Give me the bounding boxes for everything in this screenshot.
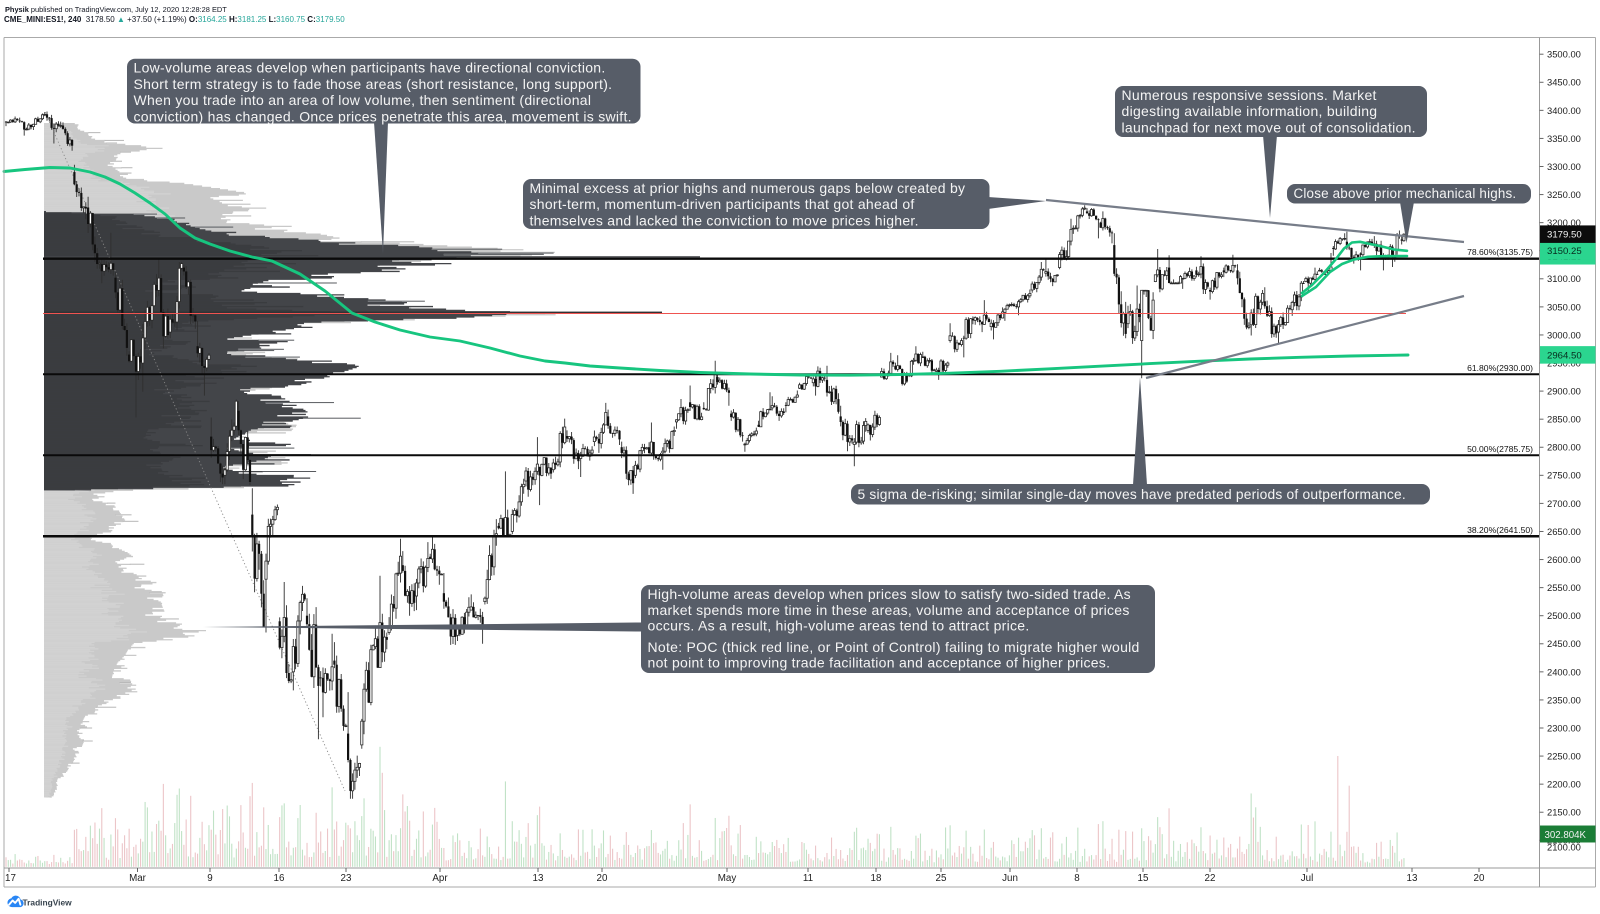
svg-text:Close above prior mechanical h: Close above prior mechanical highs. xyxy=(1294,186,1517,201)
svg-text:2700.00: 2700.00 xyxy=(1547,498,1581,509)
svg-text:3400.00: 3400.00 xyxy=(1547,105,1581,116)
svg-text:5 sigma de-risking; similar si: 5 sigma de-risking; similar single-day m… xyxy=(858,487,1406,502)
svg-text:3300.00: 3300.00 xyxy=(1547,161,1581,172)
svg-text:3450.00: 3450.00 xyxy=(1547,77,1581,88)
svg-text:2100.00: 2100.00 xyxy=(1547,841,1581,852)
svg-text:2300.00: 2300.00 xyxy=(1547,722,1581,733)
svg-text:2550.00: 2550.00 xyxy=(1547,582,1581,593)
svg-text:15: 15 xyxy=(1138,873,1149,884)
svg-text:Note: POC (thick red line, or: Note: POC (thick red line, or Point of C… xyxy=(648,639,1140,655)
svg-text:2400.00: 2400.00 xyxy=(1547,666,1581,677)
svg-text:Low-volume areas develop when: Low-volume areas develop when participan… xyxy=(134,60,606,76)
svg-text:3000.00: 3000.00 xyxy=(1547,329,1581,340)
svg-text:2200.00: 2200.00 xyxy=(1547,779,1581,790)
svg-text:launchpad for next move out of: launchpad for next move out of consolida… xyxy=(1122,119,1416,135)
svg-text:Apr: Apr xyxy=(432,873,448,884)
svg-text:8: 8 xyxy=(1074,873,1080,884)
svg-text:2450.00: 2450.00 xyxy=(1547,638,1581,649)
svg-text:13: 13 xyxy=(533,873,544,884)
svg-text:2964.50: 2964.50 xyxy=(1547,350,1582,361)
svg-text:Short term strategy is to fade: Short term strategy is to fade those are… xyxy=(134,76,613,92)
svg-text:16: 16 xyxy=(274,873,285,884)
svg-text:18: 18 xyxy=(871,873,882,884)
svg-text:2150.00: 2150.00 xyxy=(1547,807,1581,818)
svg-text:conviction) has changed. Once: conviction) has changed. Once prices pen… xyxy=(134,108,632,124)
svg-text:2850.00: 2850.00 xyxy=(1547,414,1581,425)
svg-text:digesting available informatio: digesting available information, buildin… xyxy=(1122,103,1378,119)
svg-text:When you trade into an area of: When you trade into an area of low volum… xyxy=(134,92,592,108)
svg-text:short-term, momentum-driven pa: short-term, momentum-driven participants… xyxy=(530,196,915,212)
svg-text:11: 11 xyxy=(803,873,813,884)
svg-text:9: 9 xyxy=(207,873,212,884)
svg-text:3250.00: 3250.00 xyxy=(1547,189,1581,200)
svg-text:61.80%(2930.00): 61.80%(2930.00) xyxy=(1467,363,1533,373)
svg-text:38.20%(2641.50): 38.20%(2641.50) xyxy=(1467,525,1533,535)
svg-text:302.804K: 302.804K xyxy=(1545,830,1587,841)
svg-text:2800.00: 2800.00 xyxy=(1547,442,1581,453)
svg-text:Minimal excess at prior highs: Minimal excess at prior highs and numero… xyxy=(530,180,966,196)
svg-text:2600.00: 2600.00 xyxy=(1547,554,1581,565)
svg-text:Jun: Jun xyxy=(1002,873,1018,884)
svg-text:2750.00: 2750.00 xyxy=(1547,470,1581,481)
svg-text:2900.00: 2900.00 xyxy=(1547,386,1581,397)
svg-text:May: May xyxy=(718,873,737,884)
svg-text:High-volume areas develop when: High-volume areas develop when prices sl… xyxy=(648,586,1131,602)
svg-text:3200.00: 3200.00 xyxy=(1547,217,1581,228)
svg-text:not point to improving trade f: not point to improving trade facilitatio… xyxy=(648,655,1111,671)
svg-text:3050.00: 3050.00 xyxy=(1547,301,1581,312)
svg-text:2350.00: 2350.00 xyxy=(1547,694,1581,705)
svg-text:3150.25: 3150.25 xyxy=(1547,246,1582,257)
svg-text:78.60%(3135.75): 78.60%(3135.75) xyxy=(1467,247,1533,257)
svg-text:Jul: Jul xyxy=(1301,873,1314,884)
svg-text:market spends more time in the: market spends more time in these areas, … xyxy=(648,602,1130,618)
svg-text:20: 20 xyxy=(597,873,608,884)
svg-text:occurs. As a result, high-volu: occurs. As a result, high-volume areas t… xyxy=(648,618,1030,634)
svg-text:2250.00: 2250.00 xyxy=(1547,750,1581,761)
svg-text:20: 20 xyxy=(1474,873,1485,884)
svg-text:13: 13 xyxy=(1407,873,1418,884)
svg-text:50.00%(2785.75): 50.00%(2785.75) xyxy=(1467,444,1533,454)
svg-text:3179.50: 3179.50 xyxy=(1547,230,1582,241)
svg-text:23: 23 xyxy=(341,873,352,884)
svg-text:TradingView: TradingView xyxy=(23,898,73,908)
svg-text:Numerous responsive sessions.: Numerous responsive sessions. Market xyxy=(1122,87,1377,103)
svg-text:25: 25 xyxy=(936,873,947,884)
svg-text:Mar: Mar xyxy=(129,873,147,884)
svg-text:17: 17 xyxy=(5,873,16,884)
svg-text:22: 22 xyxy=(1205,873,1216,884)
svg-text:3100.00: 3100.00 xyxy=(1547,273,1581,284)
svg-text:3500.00: 3500.00 xyxy=(1547,49,1581,60)
svg-text:2650.00: 2650.00 xyxy=(1547,526,1581,537)
svg-text:2500.00: 2500.00 xyxy=(1547,610,1581,621)
svg-text:themselves and lacked the conv: themselves and lacked the conviction to … xyxy=(530,212,919,228)
svg-text:3350.00: 3350.00 xyxy=(1547,133,1581,144)
